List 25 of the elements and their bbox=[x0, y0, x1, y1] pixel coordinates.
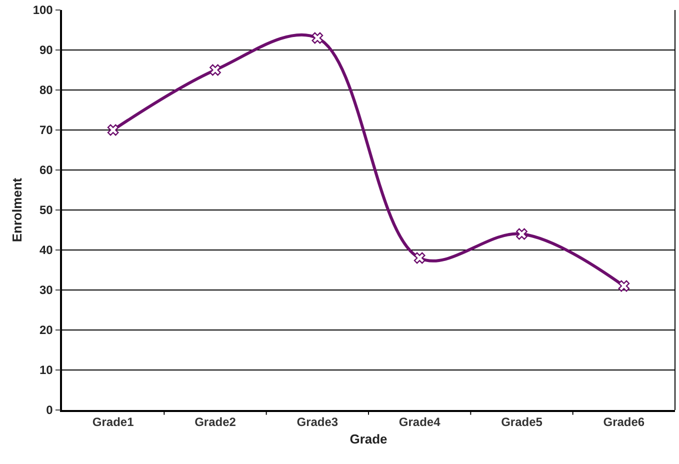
x-axis-title: Grade bbox=[350, 431, 388, 446]
x-tick-label: Grade2 bbox=[194, 415, 236, 430]
x-tick-label: Grade1 bbox=[92, 415, 134, 430]
x-tick-label: Grade5 bbox=[501, 415, 543, 430]
y-tick-label: 0 bbox=[46, 403, 54, 418]
y-tick-label: 90 bbox=[39, 43, 54, 58]
point bbox=[210, 64, 221, 76]
x-tick-label: Grade6 bbox=[603, 415, 645, 430]
point bbox=[618, 280, 630, 292]
y-tick-label: 60 bbox=[39, 163, 54, 178]
x-tick-label: Grade4 bbox=[398, 415, 441, 430]
point bbox=[107, 124, 119, 136]
point bbox=[516, 228, 528, 240]
x-tick-label: Grade3 bbox=[296, 415, 338, 430]
y-tick-label: 20 bbox=[39, 323, 54, 338]
y-tick-label: 30 bbox=[39, 283, 54, 298]
y-tick-label: 10 bbox=[39, 363, 54, 378]
y-tick-label: 80 bbox=[39, 83, 54, 98]
point bbox=[312, 32, 324, 44]
y-tick-label: 50 bbox=[39, 203, 54, 218]
y-tick-label: 40 bbox=[39, 243, 54, 258]
y-tick-label: 70 bbox=[39, 123, 54, 138]
y-tick-label: 100 bbox=[32, 3, 54, 18]
point bbox=[414, 252, 426, 264]
y-axis-title: Enrolment bbox=[9, 177, 24, 242]
